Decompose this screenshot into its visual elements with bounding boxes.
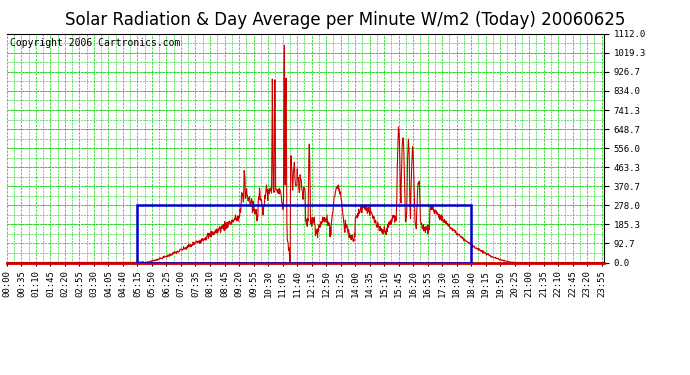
Text: Solar Radiation & Day Average per Minute W/m2 (Today) 20060625: Solar Radiation & Day Average per Minute…: [65, 11, 625, 29]
Text: Copyright 2006 Cartronics.com: Copyright 2006 Cartronics.com: [10, 38, 180, 48]
Bar: [137, 206, 471, 262]
